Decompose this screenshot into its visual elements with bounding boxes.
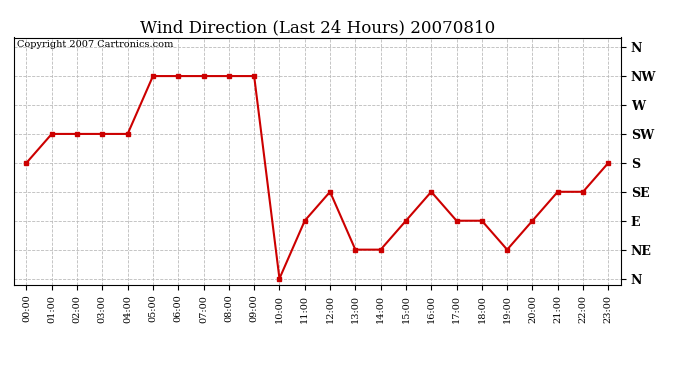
Text: Copyright 2007 Cartronics.com: Copyright 2007 Cartronics.com [17, 40, 173, 49]
Title: Wind Direction (Last 24 Hours) 20070810: Wind Direction (Last 24 Hours) 20070810 [140, 19, 495, 36]
